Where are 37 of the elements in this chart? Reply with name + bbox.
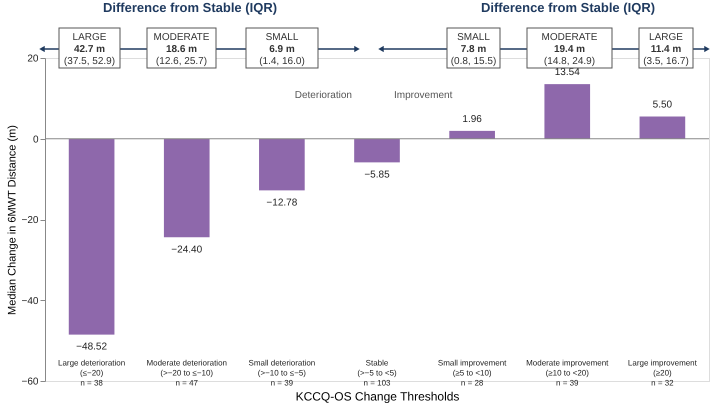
data-label: −24.40 [171, 244, 203, 256]
x-axis-title: KCCQ-OS Change Thresholds [296, 390, 460, 404]
annotation: MODERATE 19.4 m (14.8, 24.9) [542, 32, 598, 67]
bar [449, 130, 495, 139]
y-tick-label: −20 [22, 215, 39, 226]
annotation: SMALL 6.9 m (1.4, 16.0) [259, 32, 305, 67]
data-label: −48.52 [76, 342, 108, 353]
bar [544, 84, 590, 139]
bar [640, 116, 686, 139]
x-tick-label: Small deterioration (>−10 to ≤−5) n = 39 [248, 358, 316, 388]
data-label: −5.85 [364, 169, 390, 180]
x-tick-label: Moderate improvement (≥10 to <20) n = 39 [526, 358, 610, 388]
annotation: Deterioration [294, 90, 352, 101]
annotation: LARGE 11.4 m (3.5, 16.7) [643, 32, 689, 67]
data-label: −12.78 [266, 197, 298, 208]
y-tick-label: −40 [22, 296, 39, 307]
y-axis-title: Median Change in 6MWT Distance (m) [6, 125, 19, 315]
x-tick-label: Large improvement (≥20) n = 32 [628, 358, 698, 388]
bar [164, 138, 210, 238]
text: Difference from Stable (IQR) [480, 0, 656, 15]
x-tick-label: Stable (>−5 to <5) n = 103 [357, 358, 398, 388]
annotation: LARGE 42.7 m (37.5, 52.9) [64, 32, 116, 67]
x-tick-label: Moderate deterioration (>−20 to ≤−10) n = 47 [146, 358, 227, 388]
y-tick-label: 0 [32, 134, 39, 146]
data-label: 5.50 [652, 100, 673, 111]
bar [354, 138, 400, 162]
bar [68, 138, 114, 335]
text: Difference from Stable (IQR) [102, 0, 278, 15]
y-tick-label: −60 [22, 376, 39, 388]
x-tick-label: Large deterioration (≤−20) n = 38 [58, 358, 126, 388]
annotation: SMALL 7.8 m (0.8, 15.5) [450, 32, 496, 67]
bar [259, 138, 305, 190]
annotation: Improvement [394, 90, 453, 101]
annotation: MODERATE 18.6 m (12.6, 25.7) [154, 32, 210, 67]
data-label: 1.96 [462, 114, 482, 125]
y-tick-label: 20 [27, 54, 39, 64]
x-tick-label: Small improvement (≥5 to <10) n = 28 [438, 358, 508, 388]
